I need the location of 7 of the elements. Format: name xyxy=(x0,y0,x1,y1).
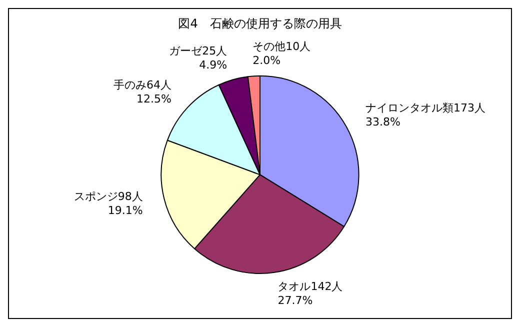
slice-label: ナイロンタオル類173人 33.8% xyxy=(365,102,486,129)
slice-label: ガーゼ25人 4.9% xyxy=(169,44,228,72)
slice-label: その他10人 2.0% xyxy=(252,40,311,67)
slice-label: スポンジ98人 19.1% xyxy=(74,190,143,217)
chart-title: 図4 石鹸の使用する際の用具 xyxy=(178,16,342,30)
slice-label: 手のみ64人 12.5% xyxy=(113,78,172,106)
slice-label: タオル142人 27.7% xyxy=(278,280,343,308)
